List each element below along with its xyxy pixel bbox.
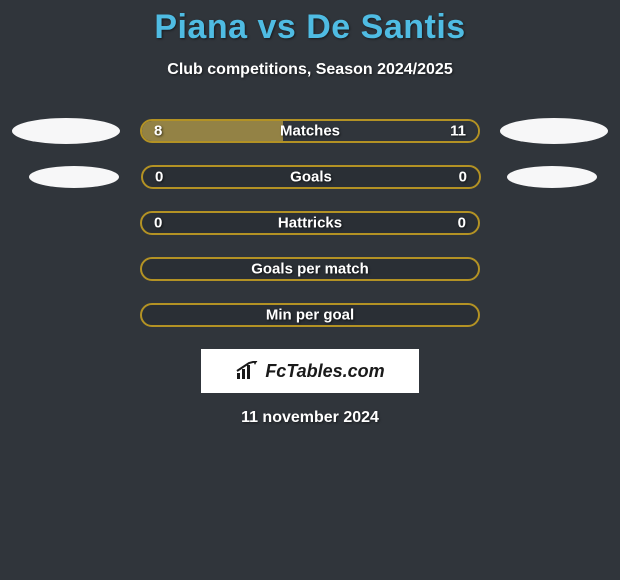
snapshot-date: 11 november 2024 (0, 409, 620, 427)
stat-label: Goals per match (251, 261, 369, 278)
comparison-bars: 8 Matches 11 0 Goals 0 0 Hattricks 0 Goals per ma… (0, 119, 620, 327)
stat-row: 0 Goals 0 (0, 165, 620, 189)
stat-value-right: 0 (459, 169, 467, 186)
stat-value-right: 11 (450, 123, 466, 140)
comparison-subtitle: Club competitions, Season 2024/2025 (0, 61, 620, 79)
chart-icon (235, 361, 261, 381)
stat-bar: 0 Goals 0 (141, 165, 481, 189)
bar-fill-left (142, 121, 283, 141)
brand-text: FcTables.com (265, 361, 384, 382)
stat-label: Goals (290, 169, 332, 186)
player-left-oval (12, 118, 120, 144)
player-left-oval (29, 166, 119, 188)
stat-value-right: 0 (458, 215, 466, 232)
stat-value-left: 0 (154, 215, 162, 232)
stat-label: Min per goal (266, 307, 354, 324)
stat-row: 8 Matches 11 (0, 119, 620, 143)
stat-row: 0 Hattricks 0 (0, 211, 620, 235)
stat-bar: 0 Hattricks 0 (140, 211, 480, 235)
stat-label: Matches (280, 123, 340, 140)
stat-value-left: 0 (155, 169, 163, 186)
stat-value-left: 8 (154, 123, 162, 140)
player-right-oval (507, 166, 597, 188)
player-right-oval (500, 118, 608, 144)
stat-row: Min per goal (0, 303, 620, 327)
stat-label: Hattricks (278, 215, 342, 232)
stat-bar: Goals per match (140, 257, 480, 281)
stat-bar: Min per goal (140, 303, 480, 327)
brand-logo-box: FcTables.com (201, 349, 419, 393)
comparison-title: Piana vs De Santis (0, 0, 620, 47)
stat-bar: 8 Matches 11 (140, 119, 480, 143)
stat-row: Goals per match (0, 257, 620, 281)
